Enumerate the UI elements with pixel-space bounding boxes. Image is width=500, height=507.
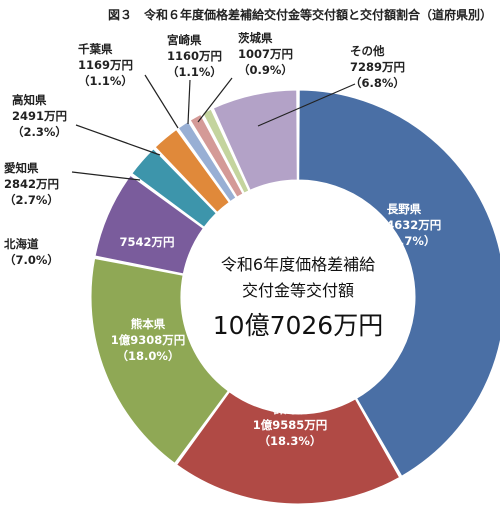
slice-9-label-name: その他 [350, 44, 385, 58]
slice-5-label-amount: 2491万円 [12, 109, 67, 123]
slice-5-label-name: 高知県 [12, 93, 47, 107]
slice-8-leader-line [197, 77, 233, 123]
leader-lines [71, 74, 356, 181]
center-total: 10億7026万円 [213, 311, 383, 340]
slice-7-arc [189, 113, 244, 198]
slice-6-label-percent-label: （1.1%） [78, 74, 133, 88]
slice-7-leader-line [187, 79, 191, 125]
slice-9-leader-line [257, 83, 356, 127]
slice-1-label-percent-label: （18.3%） [259, 434, 322, 448]
slice-3-label-percent-label: （7.0%） [4, 253, 59, 267]
slice-4-label-name: 愛知県 [4, 161, 39, 175]
slices [90, 89, 500, 505]
slice-4-label-percent-label: （2.7%） [4, 193, 59, 207]
center-label-line2: 交付金等交付額 [242, 281, 354, 300]
slice-4-label-amount: 2842万円 [4, 177, 59, 191]
slice-1-arc [176, 391, 401, 505]
center-label-line1: 令和6年度価格差補給 [221, 255, 375, 274]
slice-3-label-amount: 7542万円 [119, 235, 174, 249]
chart-title: 図３ 令和６年度価格差補給交付金等交付額と交付額割合（道府県別） [108, 7, 492, 22]
slice-1-label-amount: 1億9585万円 [253, 418, 328, 432]
slice-8-label-name: 茨城県 [238, 31, 273, 45]
slice-5-label-percent-label: （2.3%） [12, 125, 67, 139]
slice-7-label-amount: 1160万円 [167, 49, 222, 63]
slice-2-label-percent-label: （18.0%） [117, 349, 180, 363]
slice-4-leader-line [71, 171, 141, 181]
slice-6-leader-line [144, 74, 179, 129]
slice-6-arc [177, 120, 237, 203]
slice-labels: 長野県 4億4632万円 （41.7%） 群馬県 1億9585万円 （18.3%） 熊本県 1… [4, 31, 441, 448]
slice-0-label-percent-label: （41.7%） [373, 234, 436, 248]
slice-5-leader-line [75, 124, 161, 156]
slice-6-label-name: 千葉県 [78, 42, 113, 56]
slice-7-label-name: 宮崎県 [167, 33, 202, 47]
slice-9-arc [212, 89, 298, 191]
slice-3-arc [94, 174, 204, 275]
slice-1-label-name: 群馬県 [272, 402, 308, 416]
slice-2-label-amount: 1億9308万円 [111, 333, 186, 347]
slice-2-arc [90, 257, 229, 464]
slice-0-label-amount: 4億4632万円 [367, 218, 442, 232]
slice-3-label-name: 北海道 [4, 237, 39, 251]
slice-4-arc [131, 148, 217, 228]
slice-7-label-percent-label: （1.1%） [167, 65, 222, 79]
slice-0-arc [298, 89, 500, 477]
slice-8-label-amount: 1007万円 [238, 47, 293, 61]
slice-9-label-percent-label: （6.8%） [350, 76, 405, 90]
slice-0-label-name: 長野県 [387, 202, 422, 216]
slice-9-label-amount: 7289万円 [350, 60, 405, 74]
slice-6-label-amount: 1169万円 [78, 58, 133, 72]
slice-2-label-name: 熊本県 [131, 317, 166, 331]
slice-5-arc [154, 128, 230, 213]
slice-8-label-percent-label: （0.9%） [238, 63, 293, 77]
